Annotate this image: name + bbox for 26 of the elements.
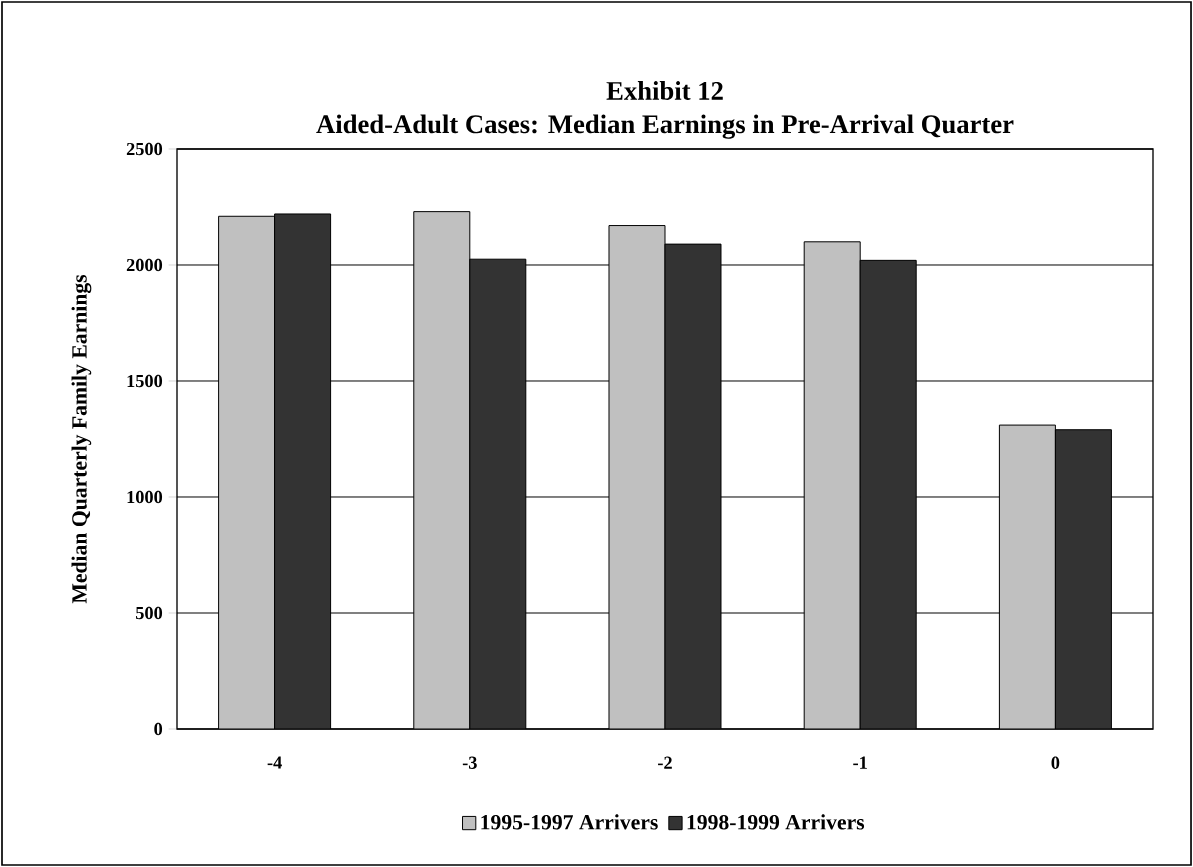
x-tick-label: -4 — [267, 756, 282, 769]
bar — [664, 243, 722, 729]
x-tick-label: 0 — [1051, 756, 1060, 769]
y-tick-label: 500 — [136, 606, 163, 620]
legend-label: 1995-1997 Arrivers — [481, 814, 658, 830]
y-axis-title: Median Quarterly Family Earnings — [71, 274, 92, 604]
chart-subtitle: Aided-Adult Cases: Median Earnings in Pre-Arrival Quarter — [316, 114, 1014, 139]
bar — [1054, 429, 1112, 729]
y-tick-label: 1000 — [127, 490, 163, 504]
bar — [274, 213, 332, 729]
y-tick-label: 0 — [154, 722, 163, 736]
bar — [469, 258, 527, 729]
x-tick-label: -2 — [658, 756, 672, 769]
x-tick-label: -1 — [853, 756, 867, 769]
bar — [998, 424, 1056, 729]
bar — [413, 211, 471, 729]
legend-label: 1998-1999 Arrivers — [687, 814, 865, 830]
bar — [608, 225, 666, 729]
x-tick-label: -3 — [462, 756, 477, 769]
y-tick-label: 1500 — [127, 374, 163, 388]
chart-title: Exhibit 12 — [606, 81, 723, 100]
y-tick-label: 2500 — [126, 142, 163, 156]
y-tick-label: 2000 — [126, 258, 163, 272]
bar — [218, 215, 276, 729]
bar — [803, 241, 861, 729]
bar — [859, 259, 917, 729]
